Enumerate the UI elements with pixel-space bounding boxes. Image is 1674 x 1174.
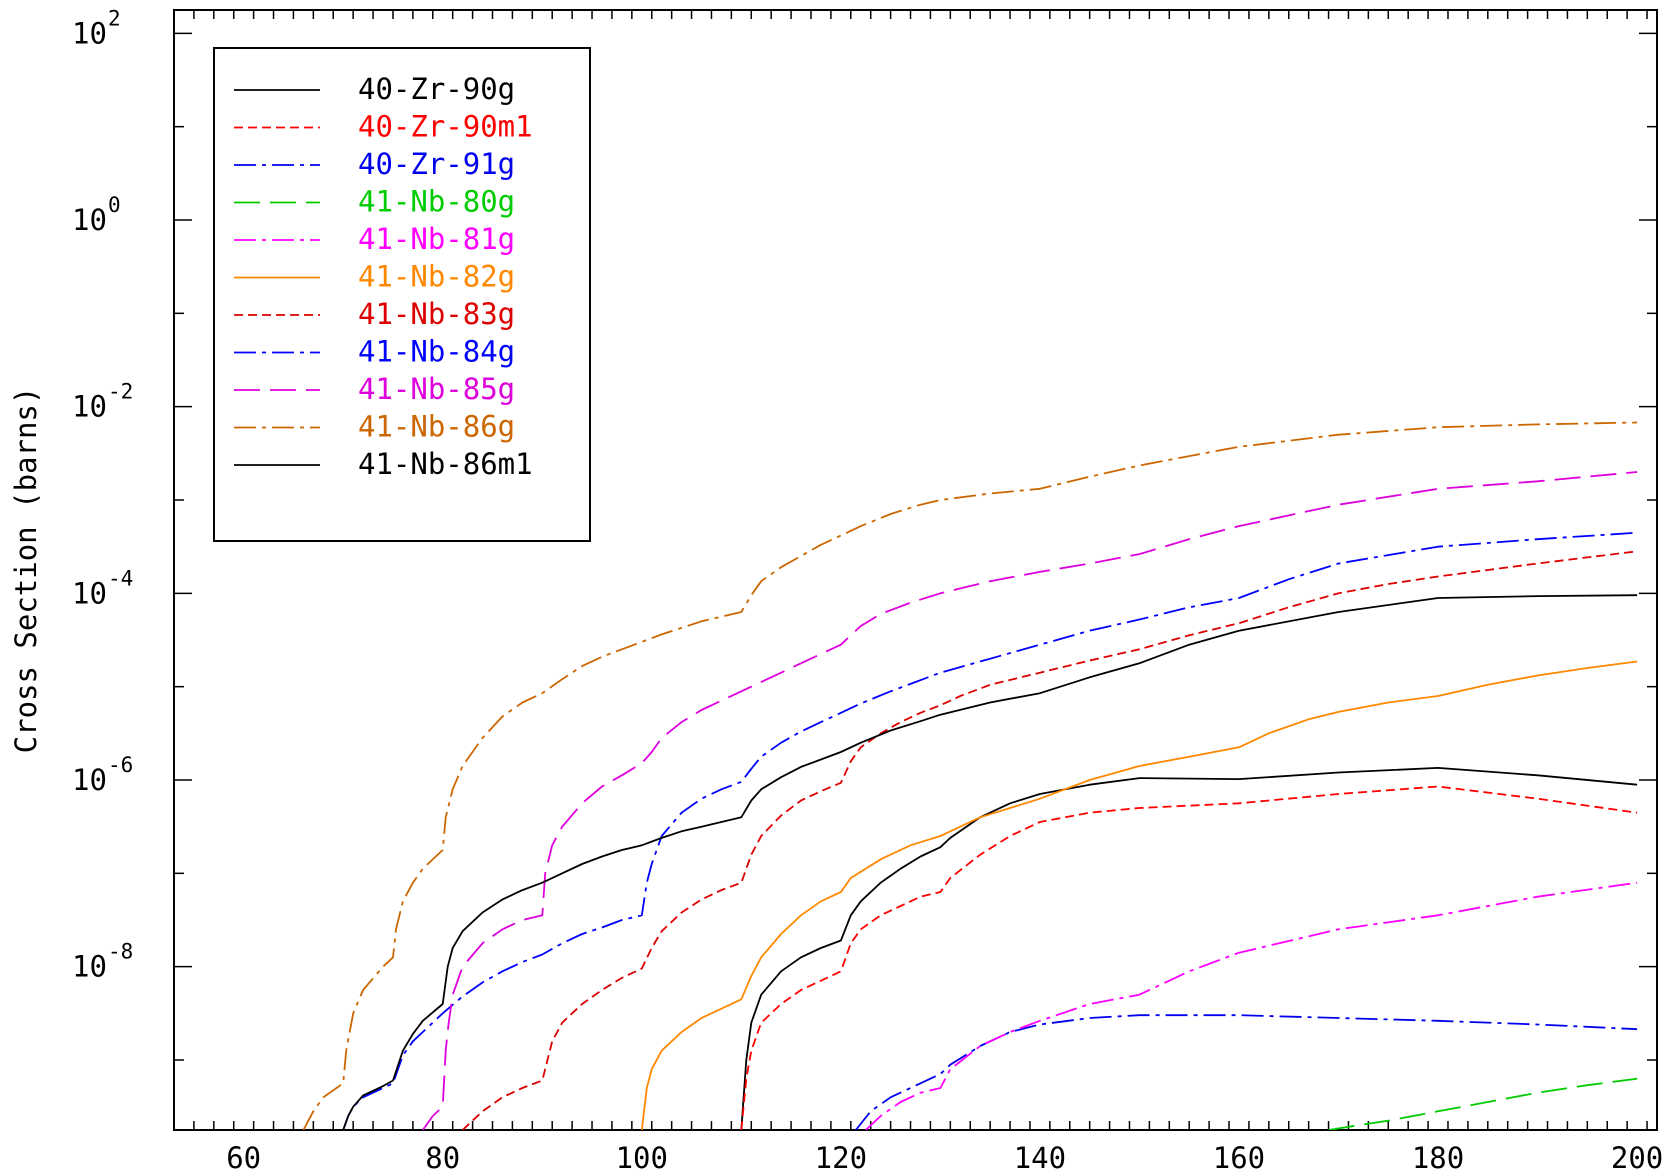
x-axis: 60 80 100 120 140 160 180 200 (173, 10, 1663, 1174)
y-tick-label: 10 (72, 203, 107, 237)
legend-entry-label: 41-Nb-86m1 (358, 447, 533, 481)
y-tick-exponent: -8 (108, 940, 133, 964)
legend-entry-label: 40-Zr-90g (358, 72, 515, 106)
legend-box (213, 47, 591, 542)
y-tick-exponent: -2 (108, 380, 133, 404)
legend-entry-label: 40-Zr-91g (358, 147, 515, 181)
x-tick-label: 80 (425, 1141, 460, 1174)
y-tick-exponent: -4 (108, 566, 133, 590)
legend-entry-label: 41-Nb-85g (358, 372, 515, 406)
y-axis-label: Cross Section (barns) (9, 387, 43, 754)
series-line-1 (740, 785, 1638, 1130)
x-tick-label: 180 (1412, 1141, 1464, 1174)
legend-entry-label: 40-Zr-90m1 (358, 110, 533, 144)
series-line-6 (461, 550, 1638, 1130)
legend-entry-label: 41-Nb-83g (358, 297, 515, 331)
series-line-0 (740, 767, 1638, 1130)
y-tick-label: 10 (72, 576, 107, 610)
x-tick-label: 120 (815, 1141, 867, 1174)
x-tick-label: 140 (1014, 1141, 1066, 1174)
series-line-3 (1328, 1077, 1638, 1130)
series-line-4 (865, 881, 1638, 1130)
legend: 40-Zr-90g40-Zr-90m140-Zr-91g41-Nb-80g41-… (213, 47, 591, 542)
x-tick-label: 200 (1611, 1141, 1663, 1174)
series-line-5 (640, 660, 1638, 1130)
legend-entry-label: 41-Nb-82g (358, 260, 515, 294)
legend-entry-label: 41-Nb-84g (358, 335, 515, 369)
series-line-8 (422, 471, 1638, 1130)
y-tick-label: 10 (72, 16, 107, 50)
legend-entry-label: 41-Nb-80g (358, 185, 515, 219)
legend-entry-label: 41-Nb-86g (358, 410, 515, 444)
y-tick-label: 10 (72, 763, 107, 797)
series-line-2 (855, 1014, 1638, 1130)
series-line-9 (302, 421, 1638, 1130)
y-tick-label: 10 (72, 390, 107, 424)
y-tick-exponent: -6 (108, 753, 133, 777)
x-tick-label: 100 (616, 1141, 668, 1174)
series-line-10 (342, 594, 1638, 1130)
plot-frame (173, 9, 1658, 1131)
y-tick-exponent: 2 (108, 6, 121, 30)
series-layer (302, 421, 1638, 1130)
x-tick-label: 160 (1213, 1141, 1265, 1174)
y-tick-exponent: 0 (108, 193, 121, 217)
series-line-7 (342, 531, 1638, 1130)
legend-entry-label: 41-Nb-81g (358, 222, 515, 256)
y-tick-label: 10 (72, 950, 107, 984)
x-tick-label: 60 (226, 1141, 261, 1174)
